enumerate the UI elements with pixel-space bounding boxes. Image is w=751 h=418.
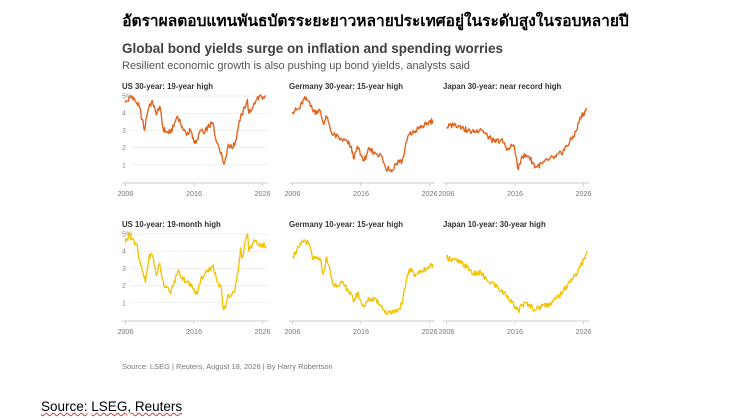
x-tick-label: 2006: [438, 189, 454, 198]
chart-panel-germany-30y: Germany 30-year: 15-year high 2006 2016 202…: [284, 82, 438, 210]
x-tick-label: 2016: [186, 327, 202, 336]
chart-title: US 30-year: 19-year high: [122, 82, 214, 91]
series-line: [446, 108, 588, 171]
chart-title: US 10-year: 19-month high: [122, 220, 221, 229]
x-tick-label: 2016: [353, 189, 369, 198]
source-line: Source: LSEG, Reuters: [41, 399, 182, 414]
x-tick-label: 2006: [284, 189, 300, 198]
y-tick-label: 4: [122, 249, 126, 256]
x-tick-label: 2026: [255, 189, 271, 198]
series-line: [291, 239, 434, 315]
series-line: [124, 231, 267, 311]
x-tick-label: 2016: [353, 327, 369, 336]
x-tick-label: 2026: [255, 327, 271, 336]
series-line: [291, 95, 434, 173]
x-tick-label: 2026: [576, 189, 592, 198]
y-tick-label: 3: [122, 128, 126, 135]
x-tick-label: 2006: [117, 189, 133, 198]
bond-yields-graphic: Global bond yields surge on inflation an…: [117, 40, 602, 380]
y-tick-label: 2: [122, 145, 126, 152]
y-tick-label: 1: [122, 162, 126, 169]
chart-panel-japan-30y: Japan 30-year: near record high 2006 2016 2…: [438, 82, 592, 210]
y-tick-label: 5%: [122, 94, 132, 101]
chart-svg: 2006 2016 2026: [284, 239, 438, 336]
x-tick-label: 2026: [422, 189, 438, 198]
y-tick-label: 4: [122, 111, 126, 118]
y-tick-label: 3: [122, 266, 126, 273]
chart-svg: 1 2 3 4 5% 2006 2016 2026: [117, 94, 271, 199]
y-tick-label: 1: [122, 300, 126, 307]
series-line: [124, 94, 267, 165]
graphic-credit: Source: LSEG | Reuters, August 18, 2026 …: [122, 362, 333, 371]
graphic-title: Global bond yields surge on inflation an…: [122, 41, 504, 56]
chart-title: Germany 30-year: 15-year high: [289, 82, 403, 91]
x-tick-label: 2006: [438, 327, 454, 336]
chart-svg: 2006 2016 2026: [438, 108, 592, 198]
x-tick-label: 2026: [422, 327, 438, 336]
chart-panel-us-10y: US 10-year: 19-month high 1 2 3 4 5% 2006 2016 2…: [117, 220, 271, 348]
chart-svg: 1 2 3 4 5% 2006 2016 2026: [117, 231, 271, 337]
chart-svg: 2006 2016 2026: [438, 251, 592, 336]
chart-title: Japan 30-year: near record high: [443, 82, 562, 91]
chart-panel-japan-10y: Japan 10-year: 30-year high 2006 2016 2026: [438, 220, 592, 348]
page-title: อัตราผลตอบแทนพันธบัตรระยะยาวหลายประเทศอย…: [122, 12, 629, 30]
chart-title: Germany 10-year: 15-year high: [289, 220, 403, 229]
y-tick-label: 5%: [122, 232, 132, 239]
series-line: [445, 251, 588, 313]
chart-title: Japan 10-year: 30-year high: [443, 220, 546, 229]
source-label: Source:: [41, 399, 88, 414]
chart-svg: 2006 2016 2026: [284, 95, 438, 198]
x-tick-label: 2016: [507, 327, 523, 336]
x-tick-label: 2006: [117, 327, 133, 336]
x-tick-label: 2016: [186, 189, 202, 198]
chart-panel-us-30y: US 30-year: 19-year high 1 2 3 4 5% 2006 2016 20…: [117, 82, 271, 210]
chart-panel-germany-10y: Germany 10-year: 15-year high 2006 2016 202…: [284, 220, 438, 348]
x-tick-label: 2016: [507, 189, 523, 198]
y-tick-label: 2: [122, 283, 126, 290]
graphic-subtitle: Resilient economic growth is also pushin…: [122, 60, 470, 72]
x-tick-label: 2006: [284, 327, 300, 336]
x-tick-label: 2026: [576, 327, 592, 336]
source-value: LSEG, Reuters: [91, 399, 183, 414]
